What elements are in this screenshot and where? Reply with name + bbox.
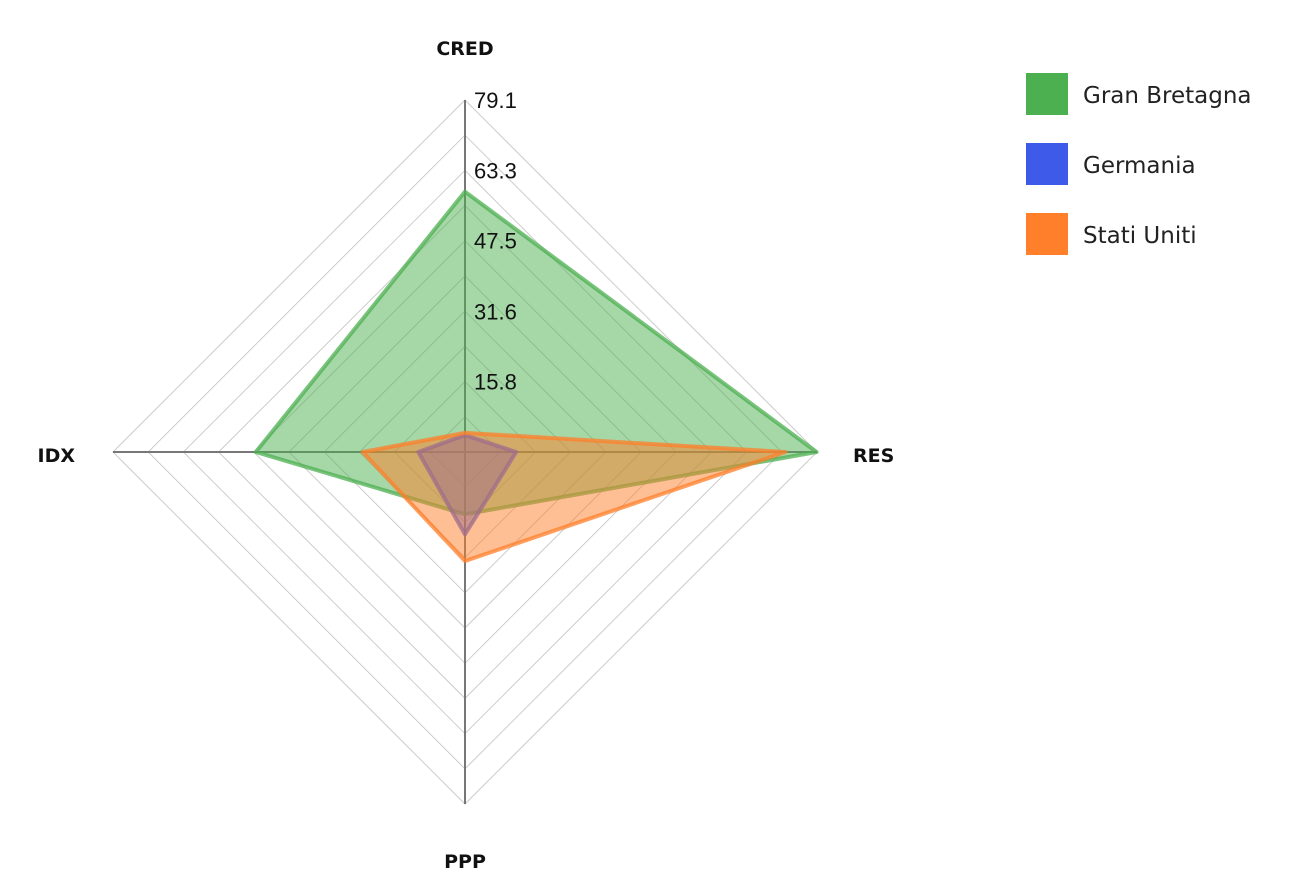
legend-swatch-gran-bretagna <box>1026 73 1068 115</box>
legend-item-germania[interactable]: Germania <box>1026 143 1196 185</box>
legend-item-stati-uniti[interactable]: Stati Uniti <box>1026 213 1197 255</box>
legend: Gran Bretagna Germania Stati Uniti <box>1026 73 1252 255</box>
tick-label-4: 63.3 <box>474 158 517 183</box>
legend-label-gran-bretagna: Gran Bretagna <box>1083 83 1252 109</box>
legend-item-gran-bretagna[interactable]: Gran Bretagna <box>1026 73 1252 115</box>
radar-series <box>253 189 819 564</box>
legend-swatch-stati-uniti <box>1026 213 1068 255</box>
tick-label-5: 79.1 <box>474 88 517 113</box>
series-area-stati-uniti[interactable] <box>360 430 788 564</box>
axis-label-res: RES <box>853 445 894 467</box>
legend-label-germania: Germania <box>1083 153 1196 179</box>
tick-label-2: 31.6 <box>474 299 517 324</box>
axis-label-cred: CRED <box>436 38 493 60</box>
radial-tick-labels: 15.8 31.6 47.5 63.3 79.1 <box>474 88 517 395</box>
tick-label-3: 47.5 <box>474 229 517 254</box>
legend-label-stati-uniti: Stati Uniti <box>1083 223 1197 249</box>
axis-label-ppp: PPP <box>444 851 486 873</box>
tick-label-1: 15.8 <box>474 370 517 395</box>
axis-label-idx: IDX <box>38 445 76 467</box>
axis-labels: CRED RES PPP IDX <box>38 38 895 873</box>
legend-swatch-germania <box>1026 143 1068 185</box>
